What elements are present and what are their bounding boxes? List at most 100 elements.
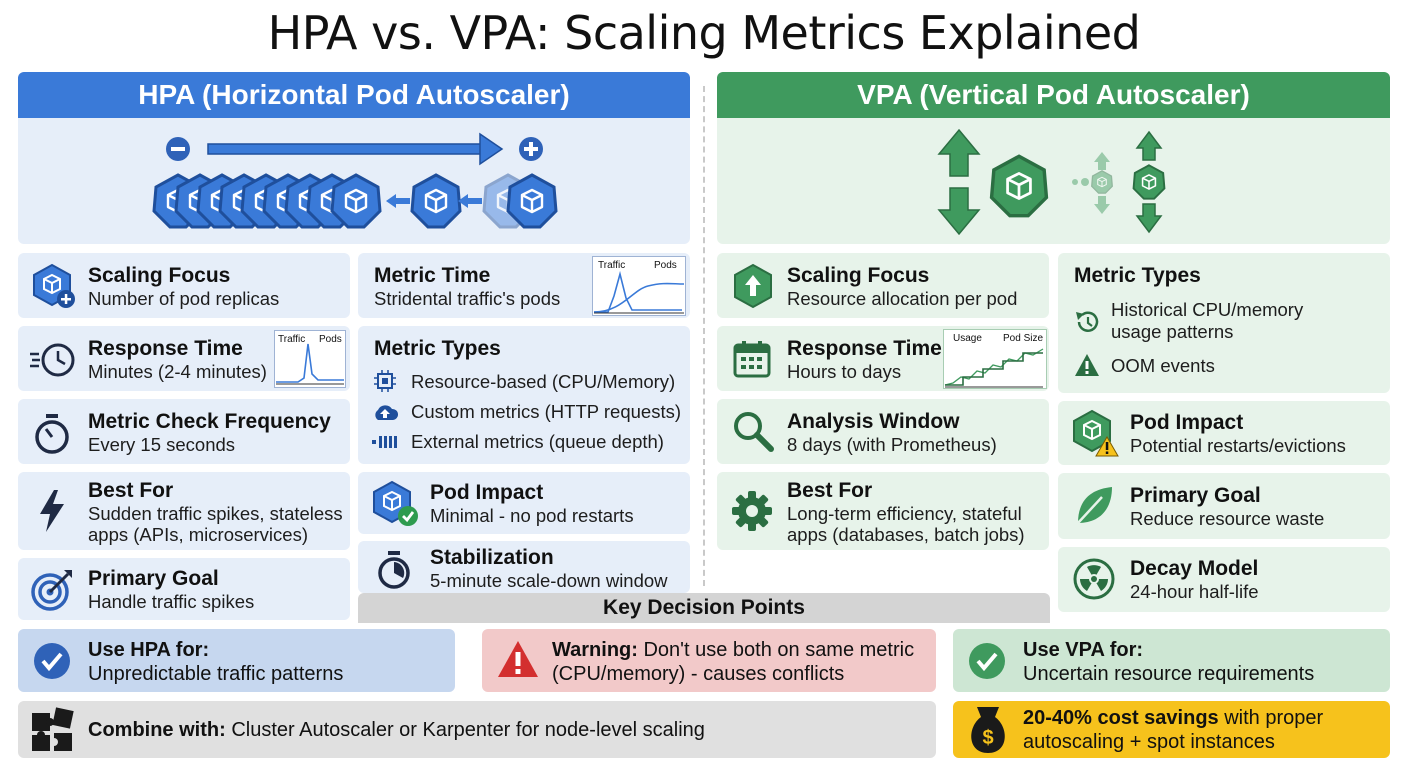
savings-box: $ 20-40% cost savings with proper autosc…: [953, 701, 1390, 758]
hpa-check-frequency-card: Metric Check Frequency Every 15 seconds: [18, 399, 350, 464]
card-title: Scaling Focus: [787, 264, 930, 287]
warning-icon: [498, 641, 538, 677]
leaf-icon: [1077, 487, 1112, 524]
hpa-pod-impact-card: Pod Impact Minimal - no pod restarts: [358, 472, 690, 534]
vpa-header: VPA (Vertical Pod Autoscaler): [717, 72, 1390, 118]
arrow-up-hexagon-icon: [734, 263, 772, 309]
card-title: Response Time: [787, 337, 942, 360]
puzzle-icon: [32, 707, 74, 751]
use-hpa-text: Unpredictable traffic patterns: [88, 663, 344, 685]
use-vpa-label: Use VPA for:: [1023, 639, 1144, 661]
metric-type-item-line2: usage patterns: [1111, 321, 1234, 342]
vpa-metric-types-card: Metric Types Historical CPU/memory usage…: [1058, 253, 1390, 393]
card-text-line1: Sudden traffic spikes, stateless: [88, 503, 343, 524]
resize-vertical-arrow-icon: [1135, 130, 1163, 234]
card-text: Handle traffic spikes: [88, 591, 255, 612]
card-text: 24-hour half-life: [1130, 581, 1259, 602]
cloud-upload-icon: [375, 405, 398, 420]
use-hpa-label: Use HPA for:: [88, 639, 210, 661]
svg-text:$: $: [982, 727, 993, 749]
hpa-response-time-card: Response Time Minutes (2-4 minutes) Traf…: [18, 326, 350, 391]
card-title: Metric Check Frequency: [88, 410, 331, 433]
warning-line2: (CPU/memory) - causes conflicts: [552, 663, 845, 685]
vpa-primary-goal-card: Primary Goal Reduce resource waste: [1058, 473, 1390, 539]
small-pod-ghost: [1072, 152, 1113, 214]
card-text-line1: Long-term efficiency, stateful: [787, 503, 1022, 524]
vpa-decay-model-card: Decay Model 24-hour half-life: [1058, 547, 1390, 612]
savings-line1: 20-40% cost savings with proper: [1023, 706, 1323, 730]
vpa-analysis-window-card: Analysis Window 8 days (with Prometheus): [717, 399, 1049, 464]
card-title: Best For: [787, 479, 873, 502]
use-vpa-box: Use VPA for: Uncertain resource requirem…: [953, 629, 1390, 692]
magnifier-icon: [734, 412, 774, 452]
hpa-metric-types-card: Metric Types Resource-based (CPU/Memory)…: [358, 326, 690, 464]
combine-line: Combine with: Cluster Autoscaler or Karp…: [88, 718, 705, 742]
chart-label-usage: Usage: [953, 333, 982, 344]
plus-circle-icon: [519, 137, 543, 161]
card-text: Resource allocation per pod: [787, 288, 1018, 309]
pod-replicas-group: [152, 173, 382, 229]
hpa-metric-time-card: Metric Time Stridental traffic's pods Tr…: [358, 253, 690, 318]
metric-type-item: Resource-based (CPU/Memory): [411, 371, 676, 392]
vpa-pod-impact-card: Pod Impact Potential restarts/evictions: [1058, 401, 1390, 465]
metric-type-item: Custom metrics (HTTP requests): [411, 401, 682, 422]
card-title: Metric Time: [374, 264, 491, 287]
chart-label-pod-size: Pod Size: [1003, 333, 1043, 344]
resize-vertical-arrow-icon: [937, 128, 981, 236]
combine-label: Combine with:: [88, 719, 226, 741]
chart-label-traffic: Traffic: [598, 260, 625, 271]
warning-label: Warning:: [552, 639, 638, 661]
card-text: Every 15 seconds: [88, 434, 236, 455]
vpa-hero-illustration: [717, 118, 1390, 244]
card-text: 5-minute scale-down window: [430, 570, 668, 591]
card-title: Pod Impact: [1130, 411, 1244, 434]
cube-plus-icon: [33, 263, 75, 308]
traffic-pods-chart: Traffic Pods: [592, 256, 686, 316]
stopwatch-icon: [35, 414, 69, 454]
target-icon: [31, 570, 72, 611]
chart-label-pods: Pods: [654, 260, 677, 271]
hpa-stabilization-card: Stabilization 5-minute scale-down window: [358, 541, 690, 593]
savings-text: with proper: [1218, 707, 1324, 729]
card-title: Primary Goal: [88, 567, 219, 590]
chip-icon: [374, 370, 396, 392]
card-title: Primary Goal: [1130, 484, 1261, 507]
check-circle-icon: [969, 643, 1005, 679]
usage-podsize-chart: Usage Pod Size: [943, 329, 1047, 389]
warning-line1: Warning: Don't use both on same metric: [552, 638, 914, 662]
check-circle-icon: [34, 643, 70, 679]
lightning-icon: [40, 490, 64, 532]
card-text: Number of pod replicas: [88, 288, 280, 309]
section-divider: [703, 86, 705, 586]
scale-right-arrow-icon: [207, 132, 504, 166]
card-title: Pod Impact: [430, 481, 544, 504]
card-title: Analysis Window: [787, 410, 960, 433]
pod-check-icon: [373, 480, 418, 526]
money-bag-icon: $: [971, 707, 1005, 753]
vpa-scaling-focus-card: Scaling Focus Resource allocation per po…: [717, 253, 1049, 318]
card-title: Best For: [88, 479, 174, 502]
warning-box: Warning: Don't use both on same metric (…: [482, 629, 936, 692]
use-hpa-box: Use HPA for: Unpredictable traffic patte…: [18, 629, 455, 692]
hpa-best-for-card: Best For Sudden traffic spikes, stateles…: [18, 472, 350, 550]
card-text: Stridental traffic's pods: [374, 288, 561, 309]
traffic-pods-mini-chart: Traffic Pods: [274, 330, 346, 388]
pod-warning-icon: [1073, 409, 1119, 457]
chart-label-traffic: Traffic: [278, 334, 305, 345]
card-text: 8 days (with Prometheus): [787, 434, 997, 455]
hpa-hero-illustration: [18, 118, 690, 244]
gear-icon: [732, 491, 772, 531]
card-text: Reduce resource waste: [1130, 508, 1325, 529]
warning-text: Don't use both on same metric: [637, 639, 915, 661]
card-text: Minutes (2-4 minutes): [88, 361, 267, 382]
radiation-icon: [1073, 558, 1115, 600]
calendar-icon: [733, 341, 771, 378]
timer-icon: [378, 551, 410, 589]
left-arrow-icon: [386, 194, 410, 208]
combine-box: Combine with: Cluster Autoscaler or Karp…: [18, 701, 936, 758]
card-title: Decay Model: [1130, 557, 1259, 580]
vpa-best-for-card: Best For Long-term efficiency, stateful …: [717, 472, 1049, 550]
left-arrow-icon: [458, 194, 482, 208]
use-vpa-text: Uncertain resource requirements: [1023, 663, 1315, 685]
hpa-header: HPA (Horizontal Pod Autoscaler): [18, 72, 690, 118]
